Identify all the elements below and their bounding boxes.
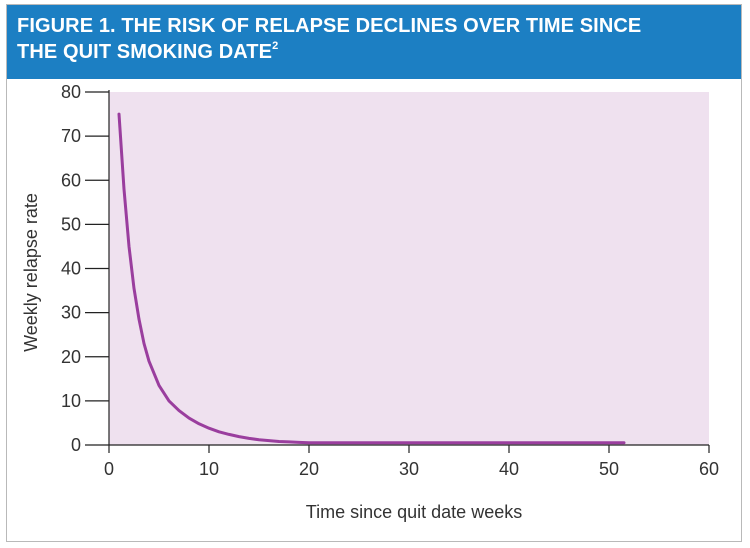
x-tick-label: 50 [599, 459, 619, 479]
y-tick-label: 70 [61, 126, 81, 146]
y-tick-label: 60 [61, 170, 81, 190]
y-tick-label: 10 [61, 391, 81, 411]
y-axis-title: Weekly relapse rate [21, 193, 41, 352]
figure-header: FIGURE 1. THE RISK OF RELAPSE DECLINES O… [7, 5, 741, 79]
figure-title-line1: FIGURE 1. THE RISK OF RELAPSE DECLINES O… [17, 15, 642, 37]
x-tick-label: 40 [499, 459, 519, 479]
figure-title: FIGURE 1. THE RISK OF RELAPSE DECLINES O… [17, 13, 741, 65]
y-tick-label: 80 [61, 82, 81, 102]
relapse-rate-line [117, 112, 626, 445]
plot-area [109, 92, 709, 445]
x-axis: 0 10 20 30 40 50 60 [104, 444, 719, 479]
x-axis-title: Time since quit date weeks [306, 502, 522, 522]
x-tick-label: 60 [699, 459, 719, 479]
x-tick-label: 20 [299, 459, 319, 479]
x-tick-label: 10 [199, 459, 219, 479]
figure-title-line2: THE QUIT SMOKING DATE [17, 41, 273, 63]
x-tick-label: 30 [399, 459, 419, 479]
series-layer [117, 112, 626, 445]
y-tick-label: 40 [61, 259, 81, 279]
y-tick-label: 20 [61, 347, 81, 367]
y-tick-label: 30 [61, 303, 81, 323]
y-tick-label: 50 [61, 214, 81, 234]
y-tick-label: 0 [71, 435, 81, 455]
x-tick-label: 0 [104, 459, 114, 479]
y-axis: 0 10 20 30 40 50 60 70 80 [61, 82, 110, 455]
figure-title-footnote: 2 [272, 40, 279, 52]
